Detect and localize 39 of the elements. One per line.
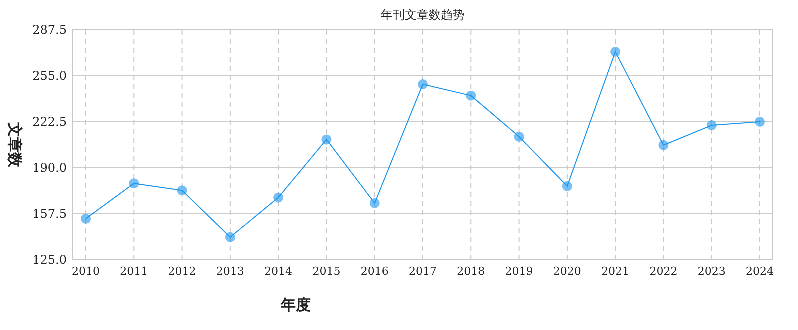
x-tick-label: 2020 bbox=[553, 265, 582, 278]
y-tick-label: 255.0 bbox=[32, 69, 67, 83]
y-tick-label: 222.5 bbox=[32, 115, 67, 129]
x-tick-label: 2013 bbox=[216, 265, 244, 278]
x-tick-label: 2018 bbox=[457, 265, 486, 278]
point bbox=[370, 198, 380, 208]
y-axis-title: 文章数 bbox=[6, 122, 24, 168]
point bbox=[322, 134, 332, 145]
y-tick-label: 190.0 bbox=[32, 161, 67, 175]
x-tick-label: 2022 bbox=[650, 265, 678, 278]
point bbox=[706, 120, 717, 131]
y-tick-label: 125.0 bbox=[32, 253, 67, 267]
point bbox=[562, 181, 572, 192]
x-axis-title: 年度 bbox=[280, 296, 311, 314]
point bbox=[658, 140, 669, 150]
point bbox=[466, 90, 476, 101]
y-tick-label: 287.5 bbox=[32, 23, 67, 37]
x-tick-label: 2011 bbox=[120, 265, 148, 278]
point bbox=[418, 79, 428, 90]
x-tick-label: 2012 bbox=[168, 265, 196, 278]
point bbox=[514, 132, 524, 142]
x-tick-label: 2021 bbox=[602, 265, 630, 278]
x-tick-label: 2023 bbox=[698, 265, 726, 278]
y-tick-label: 157.5 bbox=[32, 207, 67, 221]
x-tick-label: 2024 bbox=[746, 265, 774, 278]
chart-title: 年刊文章数趋势 bbox=[381, 8, 465, 22]
x-tick-label: 2016 bbox=[360, 265, 389, 278]
x-tick-label: 2015 bbox=[312, 265, 341, 278]
point bbox=[81, 214, 91, 224]
x-tick-label: 2010 bbox=[72, 265, 100, 278]
point bbox=[755, 117, 765, 127]
point bbox=[610, 46, 621, 57]
point bbox=[129, 178, 140, 189]
point bbox=[177, 186, 188, 196]
x-tick-label: 2014 bbox=[264, 265, 293, 278]
x-tick-label: 2019 bbox=[505, 265, 534, 278]
point bbox=[225, 232, 236, 242]
x-tick-label: 2017 bbox=[409, 265, 437, 278]
point bbox=[274, 192, 284, 203]
